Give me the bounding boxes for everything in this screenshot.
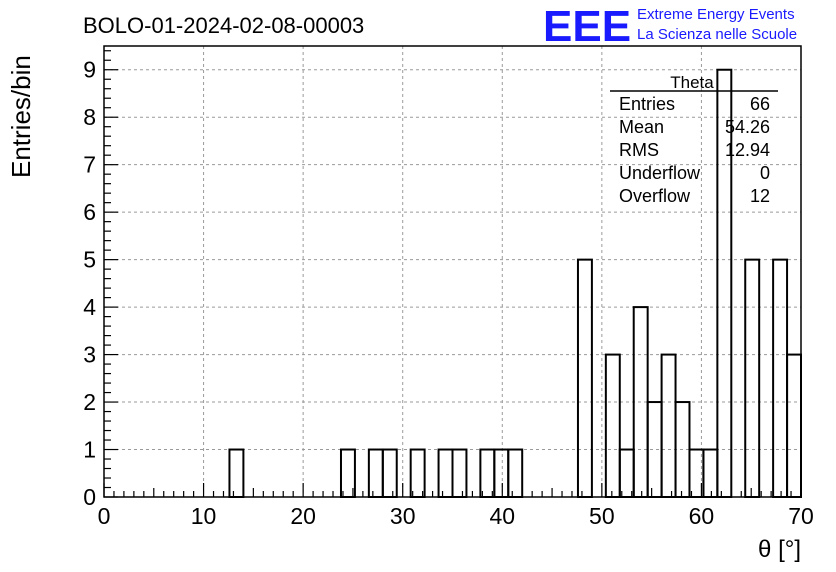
histogram-bar bbox=[618, 448, 635, 498]
eee-logo: EEE Extreme Energy Events La Scienza nel… bbox=[543, 2, 797, 51]
y-tick-label: 5 bbox=[83, 247, 96, 273]
logo-mark: EEE bbox=[543, 2, 631, 51]
y-tick-label: 1 bbox=[83, 437, 96, 463]
stats-box: Theta Entries 66 Mean 54.26 RMS 12.94 Underflo… bbox=[610, 73, 778, 206]
histogram-bar bbox=[381, 448, 398, 498]
y-tick-label: 0 bbox=[83, 484, 96, 510]
stats-value: 0 bbox=[760, 163, 770, 183]
y-tick-label: 9 bbox=[83, 57, 96, 83]
y-axis-label: Entries/bin bbox=[6, 55, 36, 178]
histogram-bar bbox=[493, 448, 510, 498]
histogram-bar bbox=[409, 448, 426, 498]
histogram-bar bbox=[786, 353, 802, 498]
y-tick-label: 2 bbox=[83, 389, 96, 415]
stats-label: Mean bbox=[619, 117, 664, 137]
x-tick-label: 20 bbox=[290, 503, 316, 529]
histogram-bar bbox=[772, 258, 789, 499]
histogram-bar bbox=[576, 258, 593, 499]
stats-value: 54.26 bbox=[725, 117, 770, 137]
histogram-bar bbox=[228, 448, 245, 498]
stats-label: RMS bbox=[619, 140, 659, 160]
histogram-bar bbox=[437, 448, 454, 498]
stats-value: 12 bbox=[750, 186, 770, 206]
histogram-bar bbox=[702, 448, 719, 498]
stats-rows: Entries 66 Mean 54.26 RMS 12.94 Underflow 0 Over… bbox=[619, 94, 770, 206]
stats-title: Theta bbox=[670, 73, 714, 92]
y-tick-label: 7 bbox=[83, 152, 96, 178]
x-tick-label: 10 bbox=[191, 503, 217, 529]
histogram-bar bbox=[744, 258, 761, 499]
histogram-bar bbox=[451, 448, 468, 498]
x-tick-label: 0 bbox=[98, 503, 111, 529]
stats-label: Overflow bbox=[619, 186, 691, 206]
stats-value: 12.94 bbox=[725, 140, 770, 160]
y-tick-label: 3 bbox=[83, 342, 96, 368]
histogram-bar bbox=[660, 353, 677, 498]
grid-lines bbox=[104, 46, 801, 497]
y-tick-label: 8 bbox=[83, 104, 96, 130]
logo-line-1: Extreme Energy Events bbox=[637, 6, 795, 23]
histogram-bar bbox=[604, 353, 621, 498]
plot-frame bbox=[103, 45, 802, 498]
x-tick-label: 50 bbox=[589, 503, 615, 529]
stats-label: Entries bbox=[619, 94, 675, 114]
x-axis-ticks: 0 10 20 30 40 50 60 70 bbox=[98, 483, 814, 529]
histogram-bars bbox=[228, 68, 802, 499]
y-tick-label: 4 bbox=[83, 294, 96, 320]
histogram-bar bbox=[646, 401, 663, 499]
stats-label: Underflow bbox=[619, 163, 701, 183]
histogram-bar bbox=[479, 448, 496, 498]
axes bbox=[103, 45, 802, 498]
x-tick-label: 30 bbox=[390, 503, 416, 529]
histogram-bar bbox=[507, 448, 524, 498]
x-axis-label: θ [°] bbox=[758, 536, 801, 563]
y-axis-ticks: 0 1 2 3 4 5 6 7 8 9 bbox=[83, 50, 118, 510]
histogram-bar bbox=[367, 448, 384, 498]
x-tick-label: 60 bbox=[689, 503, 715, 529]
logo-line-2: La Scienza nelle Scuole bbox=[637, 26, 797, 43]
x-tick-label: 40 bbox=[489, 503, 515, 529]
chart-title: BOLO-01-2024-02-08-00003 bbox=[83, 13, 364, 38]
y-tick-label: 6 bbox=[83, 199, 96, 225]
stats-value: 66 bbox=[750, 94, 770, 114]
x-tick-label: 70 bbox=[788, 503, 814, 529]
